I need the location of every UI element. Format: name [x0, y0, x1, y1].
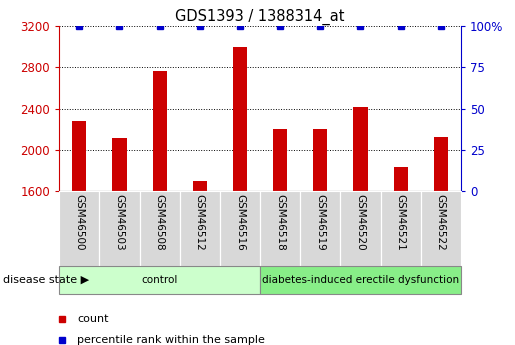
Text: control: control: [142, 275, 178, 285]
Title: GDS1393 / 1388314_at: GDS1393 / 1388314_at: [175, 8, 345, 24]
Bar: [59, 191, 99, 266]
Bar: [99, 191, 140, 266]
Bar: [59, 266, 260, 294]
Text: count: count: [77, 314, 109, 324]
Bar: [273, 129, 287, 191]
Bar: [260, 191, 300, 266]
Bar: [72, 121, 87, 191]
Bar: [233, 47, 247, 191]
Bar: [381, 191, 421, 266]
Bar: [220, 191, 260, 266]
Bar: [313, 129, 328, 191]
Text: GSM46522: GSM46522: [436, 194, 446, 250]
Text: GSM46500: GSM46500: [74, 194, 84, 250]
Bar: [112, 138, 127, 191]
Bar: [421, 191, 461, 266]
Bar: [300, 191, 340, 266]
Text: GSM46503: GSM46503: [114, 194, 125, 250]
Bar: [140, 191, 180, 266]
Text: GSM46519: GSM46519: [315, 194, 325, 250]
Bar: [152, 71, 167, 191]
Text: GSM46516: GSM46516: [235, 194, 245, 250]
Bar: [340, 191, 381, 266]
Text: GSM46512: GSM46512: [195, 194, 205, 250]
Text: GSM46508: GSM46508: [154, 194, 165, 250]
Bar: [393, 167, 408, 191]
Text: percentile rank within the sample: percentile rank within the sample: [77, 335, 265, 345]
Bar: [193, 181, 207, 191]
Text: GSM46518: GSM46518: [275, 194, 285, 250]
Bar: [434, 137, 448, 191]
Bar: [260, 266, 461, 294]
Bar: [180, 191, 220, 266]
Text: disease state ▶: disease state ▶: [3, 275, 89, 285]
Text: GSM46521: GSM46521: [396, 194, 406, 250]
Text: diabetes-induced erectile dysfunction: diabetes-induced erectile dysfunction: [262, 275, 459, 285]
Text: GSM46520: GSM46520: [355, 194, 366, 250]
Bar: [353, 107, 368, 191]
